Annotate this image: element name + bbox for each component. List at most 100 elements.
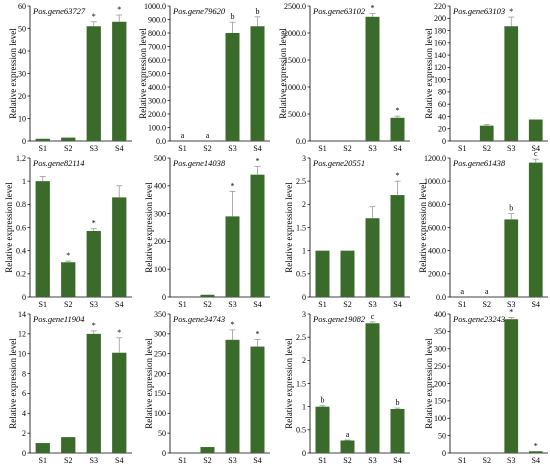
y-tick-label: 10 — [18, 350, 26, 359]
gene-title: Pos.gene63102 — [312, 6, 366, 16]
y-tick-label: 0 — [162, 293, 166, 302]
bar-s4 — [250, 26, 265, 141]
chart-panel-7: 0 0.5 1 1.5 2 2.5 3 Relative expression level Po… — [284, 154, 410, 309]
x-tick-label: S4 — [532, 144, 540, 153]
x-tick-label: S4 — [253, 144, 261, 153]
chart-panel-6: 0 100 200 300 400 500 Relative expression leve… — [144, 154, 270, 309]
significance-label: * — [396, 171, 400, 180]
significance-label: * — [117, 5, 121, 14]
x-tick-label: S2 — [64, 144, 72, 153]
y-tick-label: 1200.0 — [424, 154, 446, 163]
significance-label: * — [92, 12, 96, 21]
y-tick-label: 500 — [154, 154, 166, 163]
x-tick-label: S1 — [318, 456, 326, 464]
y-tick-label: 0 — [22, 293, 26, 302]
y-tick-label: 300 — [154, 330, 166, 339]
significance-label: a — [206, 131, 210, 140]
bar-s4 — [112, 21, 127, 141]
bar-s3 — [365, 218, 380, 297]
x-tick-label: S1 — [318, 300, 326, 309]
gene-title: Pos.gene19082 — [312, 314, 366, 324]
y-tick-label: 3 — [302, 310, 306, 319]
bar-s2 — [61, 137, 76, 141]
y-tick-label: 4 — [22, 409, 26, 418]
significance-label: a — [460, 287, 464, 296]
x-tick-label: S1 — [178, 300, 186, 309]
y-tick-label: 200 — [434, 14, 446, 23]
y-tick-label: 150 — [154, 389, 166, 398]
y-tick-label: 140 — [434, 51, 446, 60]
bar-s3 — [504, 219, 519, 297]
y-tick-label: 300 — [434, 345, 446, 354]
y-tick-label: 0 — [442, 137, 446, 146]
y-tick-label: 200.0 — [148, 110, 166, 119]
y-tick-label: 180 — [434, 26, 446, 35]
gene-title: Pos.gene14038 — [172, 158, 226, 168]
bar-s2 — [200, 447, 215, 453]
y-tick-label: 900.0 — [148, 15, 166, 24]
bar-s3 — [86, 333, 101, 453]
x-tick-label: S3 — [368, 300, 376, 309]
y-tick-label: 120 — [434, 63, 446, 72]
y-tick-label: 300 — [154, 209, 166, 218]
x-tick-label: S3 — [507, 144, 515, 153]
x-tick-label: S4 — [253, 456, 261, 464]
bar-s4 — [528, 451, 543, 453]
x-tick-label: S3 — [368, 456, 376, 464]
bar-s4 — [250, 174, 265, 297]
chart-panel-3: 0.0 500.0 1000.0 1500.0 2000.0 2500.0 Relative… — [278, 2, 410, 153]
x-tick-label: S3 — [507, 456, 515, 464]
y-tick-label: 14 — [18, 310, 26, 319]
significance-label: * — [231, 181, 235, 190]
y-tick-label: 0.0 — [296, 137, 306, 146]
x-tick-label: S4 — [115, 300, 123, 309]
x-tick-label: S3 — [507, 300, 515, 309]
bar-s2 — [200, 294, 215, 297]
significance-label: c — [371, 312, 375, 321]
x-tick-label: S3 — [90, 456, 98, 464]
significance-label: b — [509, 204, 513, 213]
y-tick-label: 160 — [434, 39, 446, 48]
y-tick-label: 0 — [442, 449, 446, 458]
y-axis-title: Relative expression level — [284, 182, 294, 273]
x-tick-label: S2 — [203, 144, 211, 153]
x-tick-label: S4 — [115, 456, 123, 464]
bar-s3 — [504, 26, 519, 141]
bar-s3 — [365, 16, 380, 141]
bar-s4 — [390, 408, 405, 453]
bar-s3 — [365, 323, 380, 453]
y-tick-label: 250 — [434, 362, 446, 371]
y-axis-title: Relative expression level — [284, 338, 294, 429]
bar-s3 — [225, 339, 240, 453]
y-tick-label: 600.0 — [148, 56, 166, 65]
y-axis-title: Relative expression level — [138, 28, 148, 119]
x-tick-label: S1 — [458, 300, 466, 309]
y-axis-title: Relative expression level — [144, 338, 154, 429]
y-tick-label: 600.0 — [428, 223, 446, 232]
x-tick-label: S4 — [393, 300, 401, 309]
y-tick-label: 100 — [434, 75, 446, 84]
y-tick-label: 2000.0 — [284, 29, 306, 38]
x-tick-label: S1 — [178, 144, 186, 153]
significance-label: a — [346, 430, 350, 439]
x-tick-label: S1 — [458, 144, 466, 153]
y-axis-title: Relative expression level — [144, 182, 154, 273]
bar-s1 — [315, 250, 330, 297]
y-tick-label: 150 — [434, 397, 446, 406]
significance-label: b — [256, 7, 260, 16]
y-axis-title: Relative expression level — [424, 338, 434, 429]
y-tick-label: 0.5 — [296, 270, 306, 279]
y-tick-label: 350 — [154, 310, 166, 319]
significance-label: b — [396, 398, 400, 407]
y-tick-label: 700.0 — [148, 42, 166, 51]
y-tick-label: 100 — [434, 414, 446, 423]
x-tick-label: S3 — [228, 456, 236, 464]
chart-panel-10: 0 50 100 150 200 250 300 350 Relative expression… — [144, 310, 270, 464]
significance-label: b — [321, 396, 325, 405]
y-tick-label: 1 — [302, 402, 306, 411]
y-tick-label: 0.8 — [16, 200, 26, 209]
significance-label: * — [396, 106, 400, 115]
y-tick-label: 400 — [434, 310, 446, 319]
significance-label: * — [92, 321, 96, 330]
